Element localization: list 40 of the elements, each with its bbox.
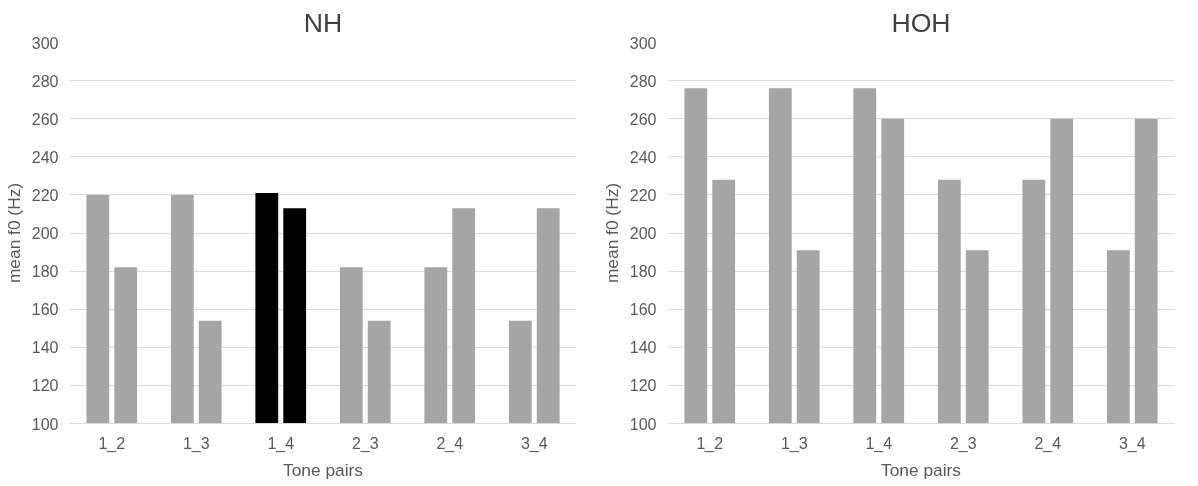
x-tick-label: 1_3 xyxy=(182,434,210,453)
y-tick-label: 180 xyxy=(31,263,59,281)
chart-title: HOH xyxy=(891,7,951,38)
y-tick-label: 240 xyxy=(629,148,657,166)
x-tick-label: 2_4 xyxy=(1034,434,1062,453)
y-tick-label: 140 xyxy=(629,339,657,357)
y-tick-label: 140 xyxy=(31,339,59,357)
y-tick-label: 120 xyxy=(31,377,59,395)
y-axis-title: mean f0 (Hz) xyxy=(601,182,622,284)
x-axis-title: Tone pairs xyxy=(881,459,962,480)
y-tick-label: 300 xyxy=(629,34,657,52)
y-tick-label: 280 xyxy=(31,72,59,90)
x-tick-label: 2_3 xyxy=(351,434,379,453)
y-tick-label: 260 xyxy=(31,110,59,128)
x-tick-label: 2_3 xyxy=(949,434,977,453)
y-tick-label: 100 xyxy=(31,415,59,433)
x-tick-label: 1_2 xyxy=(98,434,126,453)
x-tick-label: 3_4 xyxy=(1118,434,1146,453)
y-tick-label: 100 xyxy=(629,415,657,433)
x-axis-title: Tone pairs xyxy=(283,459,364,480)
x-tick-label: 1_2 xyxy=(696,434,724,453)
y-tick-label: 200 xyxy=(629,225,657,242)
y-axis-title: mean f0 (Hz) xyxy=(3,182,24,284)
y-tick-label: 240 xyxy=(31,148,59,166)
x-tick-label: 1_4 xyxy=(267,434,295,453)
y-tick-label: 300 xyxy=(31,34,59,52)
y-tick-label: 220 xyxy=(629,186,657,204)
y-tick-label: 200 xyxy=(31,225,59,242)
y-tick-label: 180 xyxy=(629,263,657,281)
y-tick-label: 160 xyxy=(31,301,59,319)
chart-title: NH xyxy=(303,7,343,38)
x-tick-label: 2_4 xyxy=(436,434,464,453)
x-tick-label: 1_4 xyxy=(865,434,893,453)
x-tick-label: 1_3 xyxy=(780,434,808,453)
y-tick-label: 160 xyxy=(629,301,657,319)
y-tick-label: 220 xyxy=(31,186,59,204)
y-tick-label: 260 xyxy=(629,110,657,128)
y-tick-label: 280 xyxy=(629,72,657,90)
y-tick-label: 120 xyxy=(629,377,657,395)
x-tick-label: 3_4 xyxy=(520,434,548,453)
